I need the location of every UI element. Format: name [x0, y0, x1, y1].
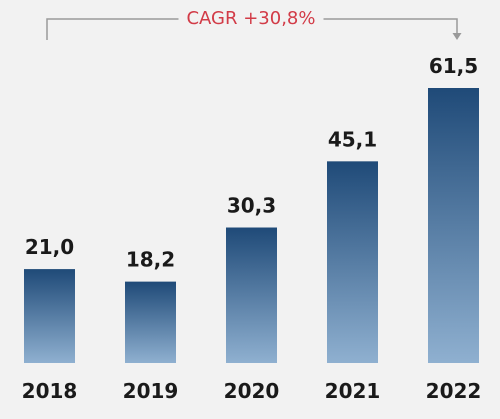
value-labels-group: 21,0 18,2 30,3 45,1 61,5 [25, 54, 478, 272]
x-axis-tick-labels: 2018 2019 2020 2021 2022 [22, 379, 482, 403]
bar-2019 [125, 281, 176, 363]
cagr-bracket-left [46, 18, 179, 40]
bar-value-label-2018: 21,0 [25, 235, 74, 259]
bar-value-label-2021: 45,1 [328, 127, 377, 151]
bar-2020 [226, 227, 277, 363]
bar-value-label-2020: 30,3 [227, 194, 276, 218]
x-tick-label-2021: 2021 [325, 379, 381, 403]
bar-2021 [327, 161, 378, 363]
bar-2022 [428, 88, 479, 363]
bars-group [24, 88, 479, 363]
x-tick-label-2020: 2020 [224, 379, 280, 403]
cagr-arrow-icon [452, 33, 462, 40]
bar-2018 [24, 269, 75, 363]
cagr-bracket-right [323, 18, 458, 33]
x-tick-label-2019: 2019 [123, 379, 179, 403]
bar-value-label-2022: 61,5 [429, 54, 478, 78]
cagr-label: CAGR +30,8% [186, 8, 315, 29]
x-tick-label-2018: 2018 [22, 379, 78, 403]
bar-value-label-2019: 18,2 [126, 248, 175, 272]
cagr-annotation: CAGR +30,8% [46, 8, 462, 40]
x-tick-label-2022: 2022 [426, 379, 482, 403]
